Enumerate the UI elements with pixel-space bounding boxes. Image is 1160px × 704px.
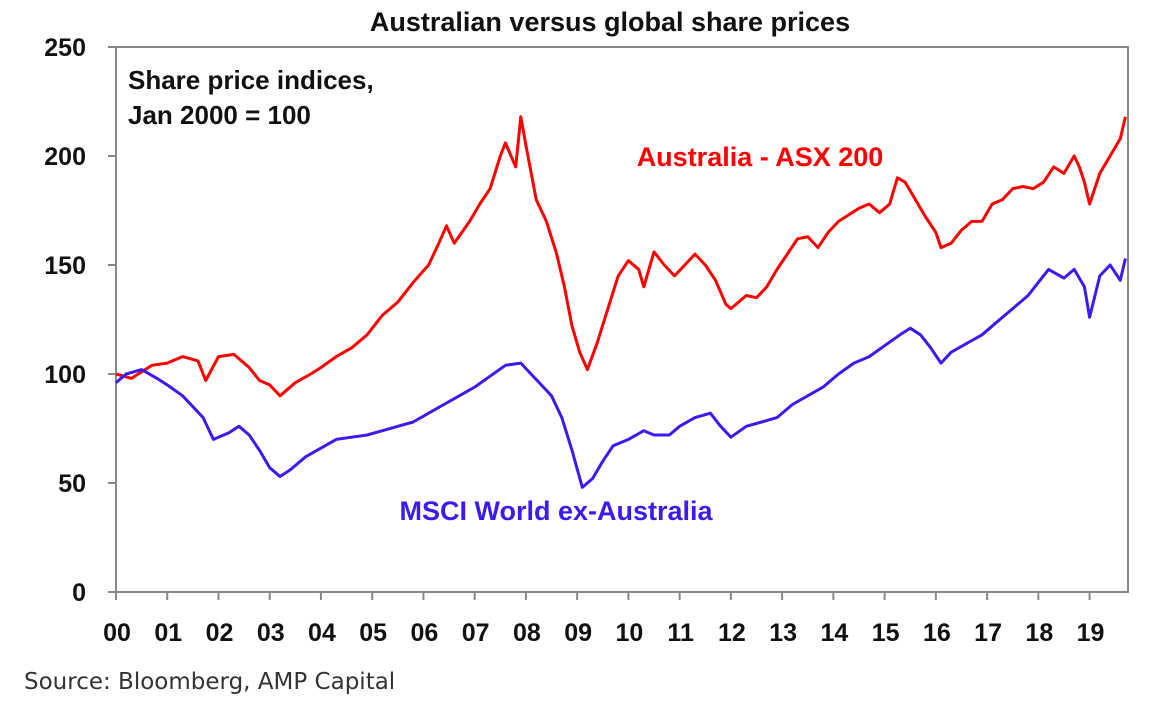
x-tick-label: 09 [564, 619, 592, 647]
x-tick-label: 01 [154, 619, 182, 647]
y-tick-label: 250 [44, 34, 86, 62]
y-tick-label: 100 [44, 361, 86, 389]
x-tick-label: 07 [462, 619, 490, 647]
x-tick-label: 05 [359, 619, 387, 647]
y-tick-label: 50 [58, 470, 86, 498]
y-tick-label: 0 [72, 579, 86, 607]
y-tick-label: 200 [44, 143, 86, 171]
series-line-msci-world [115, 258, 1127, 489]
x-tick-label: 13 [769, 619, 797, 647]
x-tick-label: 19 [1077, 619, 1105, 647]
x-tick-label: 02 [206, 619, 234, 647]
series-line-asx200 [115, 115, 1127, 398]
plot-frame [115, 46, 1129, 593]
x-tick-label: 00 [103, 619, 131, 647]
x-tick-label: 16 [923, 619, 951, 647]
x-tick-label: 18 [1025, 619, 1053, 647]
source-note: Source: Bloomberg, AMP Capital [24, 669, 395, 695]
x-tick-label: 17 [974, 619, 1002, 647]
x-tick-label: 11 [667, 619, 694, 647]
x-tick-label: 12 [718, 619, 746, 647]
x-tick-label: 10 [615, 619, 643, 647]
y-axis: 0 50 100 150 200 250 [44, 34, 116, 607]
x-tick-label: 14 [820, 619, 848, 647]
x-axis: 00 01 02 03 04 05 06 07 08 09 10 11 12 13 14 15 16 17 18 19 [103, 592, 1104, 647]
x-tick-label: 08 [513, 619, 541, 647]
chart-title: Australian versus global share prices [370, 7, 850, 37]
x-tick-label: 03 [257, 619, 285, 647]
annotation-line-2: Jan 2000 = 100 [128, 100, 311, 130]
series-lines [115, 115, 1127, 489]
annotation-line-1: Share price indices, [128, 65, 374, 95]
y-tick-label: 150 [44, 252, 86, 280]
x-tick-label: 06 [411, 619, 439, 647]
series-label-asx200: Australia - ASX 200 [637, 142, 884, 172]
x-tick-label: 04 [308, 619, 336, 647]
series-label-msci-world: MSCI World ex-Australia [399, 496, 713, 526]
x-tick-label: 15 [872, 619, 900, 647]
